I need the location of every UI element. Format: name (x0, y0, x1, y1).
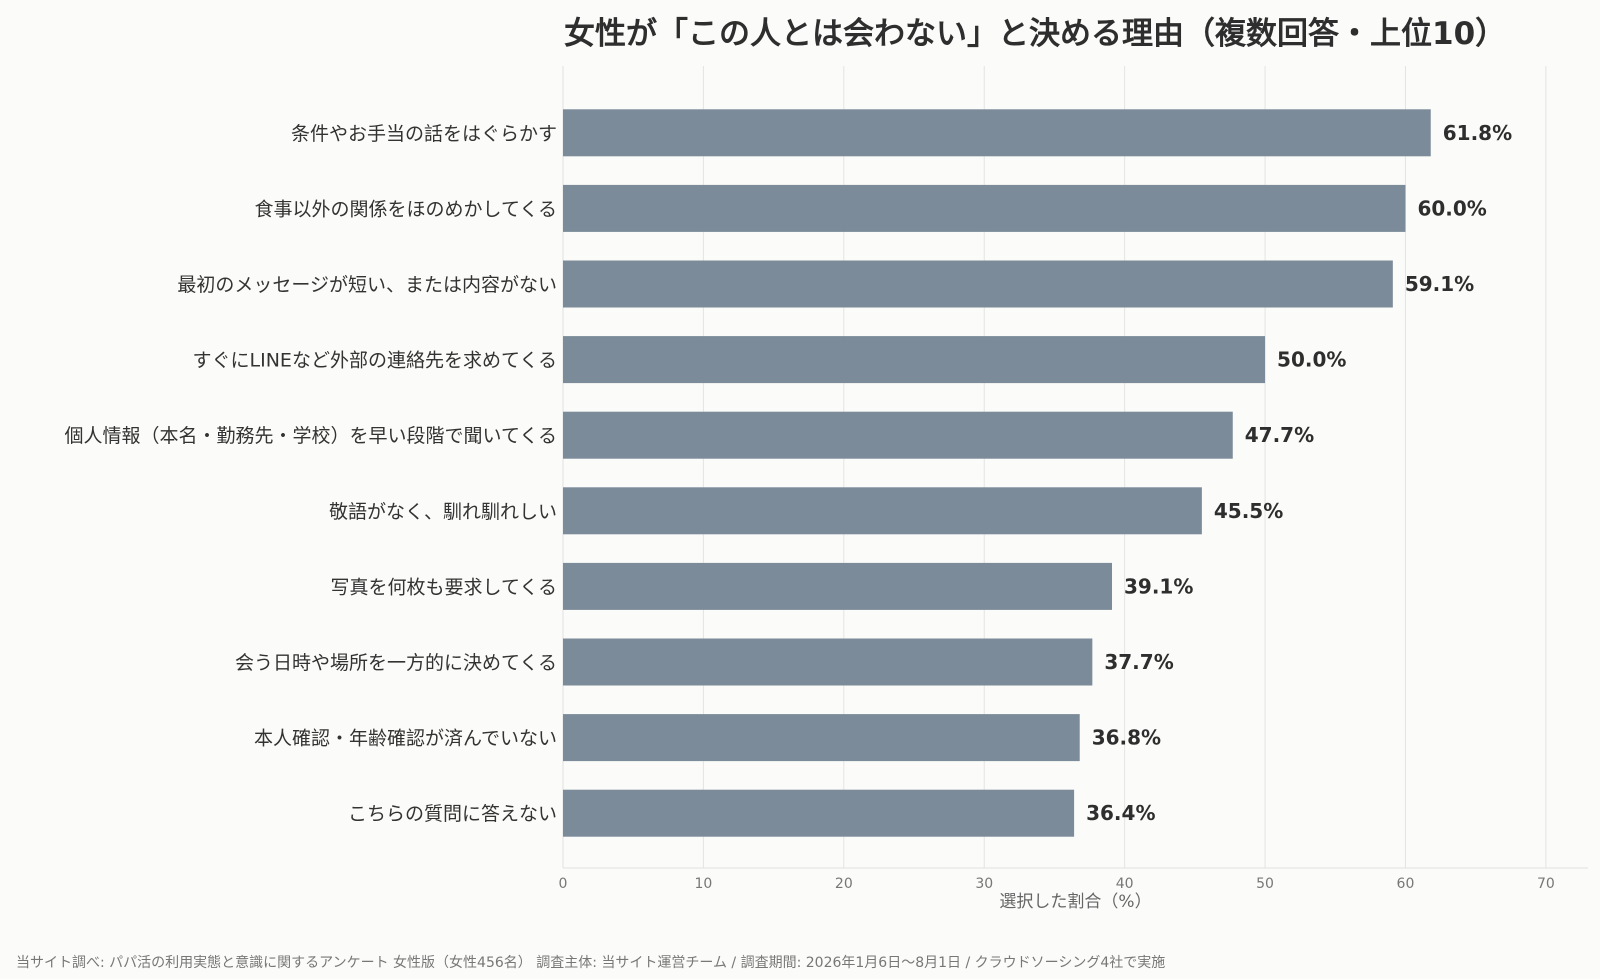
x-tick-label: 50 (1256, 876, 1274, 892)
bar (563, 109, 1431, 157)
x-tick-label: 70 (1537, 876, 1555, 892)
category-label: 会う日時や場所を一方的に決めてくる (235, 652, 557, 674)
x-tick-label: 0 (559, 876, 568, 892)
bars (563, 109, 1431, 837)
x-tick-label: 10 (694, 876, 712, 892)
x-tick-label: 30 (975, 876, 993, 892)
value-label: 37.7% (1104, 650, 1173, 674)
bar (563, 789, 1075, 837)
bar (563, 336, 1266, 384)
value-label: 45.5% (1214, 499, 1283, 523)
x-axis-title: 選択した割合（%） (999, 892, 1151, 912)
category-label: 最初のメッセージが短い、または内容がない (177, 274, 557, 296)
category-label: 食事以外の関係をほのめかしてくる (255, 198, 557, 220)
value-label: 36.8% (1092, 726, 1161, 750)
category-label: 写真を何枚も要求してくる (331, 576, 557, 598)
category-label: 本人確認・年齢確認が済んでいない (254, 728, 557, 750)
bar (563, 184, 1406, 232)
bar (563, 487, 1202, 535)
bar (563, 638, 1093, 686)
value-label: 39.1% (1124, 574, 1193, 598)
value-label: 36.4% (1086, 801, 1155, 825)
bar (563, 260, 1393, 308)
value-label: 47.7% (1245, 423, 1314, 447)
category-label: 個人情報（本名・勤務先・学校）を早い段階で聞いてくる (65, 425, 557, 447)
source-note: 当サイト調べ: パパ活の利用実態と意識に関するアンケート 女性版（女性456名）… (16, 955, 1166, 971)
value-labels: 61.8% 60.0% 59.1% 50.0% 47.7% 45.5% 39.1% 37.7%… (1086, 121, 1512, 825)
x-axis-ticks: 0 10 20 30 40 50 60 70 (559, 876, 1555, 892)
bar (563, 714, 1080, 762)
category-labels: 条件やお手当の話をはぐらかす食事以外の関係をほのめかしてくる最初のメッセージが短… (65, 123, 557, 825)
x-tick-label: 40 (1116, 876, 1134, 892)
category-label: 条件やお手当の話をはぐらかす (291, 123, 557, 145)
chart-title: 女性が「この人とは会わない」と決める理由（複数回答・上位10） (564, 16, 1507, 52)
x-tick-label: 60 (1397, 876, 1415, 892)
value-label: 60.0% (1417, 196, 1486, 220)
bar (563, 411, 1233, 459)
category-label: こちらの質問に答えない (348, 803, 557, 825)
category-label: 敬語がなく、馴れ馴れしい (329, 501, 557, 523)
value-label: 50.0% (1277, 348, 1346, 372)
category-label: すぐにLINEなど外部の連絡先を求めてくる (193, 350, 557, 372)
value-label: 59.1% (1405, 272, 1474, 296)
bar (563, 562, 1113, 610)
x-tick-label: 20 (835, 876, 853, 892)
value-label: 61.8% (1443, 121, 1512, 145)
